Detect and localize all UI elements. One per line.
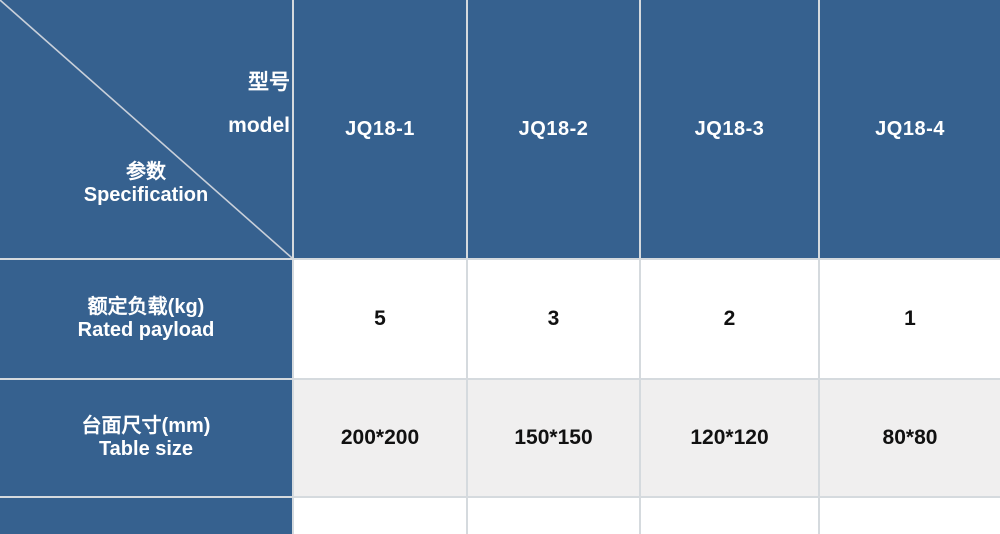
corner-spec-label-zh: 参数: [126, 161, 166, 183]
value-cell-payload-jq18-2: 3: [468, 260, 639, 378]
partial-row-value-cell: [294, 498, 466, 534]
row-label-table-size-zh: 台面尺寸(mm): [81, 415, 211, 437]
row-label-rated-payload: 额定负载(kg) Rated payload: [0, 260, 292, 378]
column-header-jq18-3: JQ18-3: [641, 0, 818, 258]
corner-spec-label-en: Specification: [83, 184, 209, 206]
row-label-rated-payload-zh: 额定负载(kg): [87, 296, 205, 318]
value-cell-payload-jq18-3: 2: [641, 260, 818, 378]
value-cell-size-jq18-1: 200*200: [294, 380, 466, 496]
corner-model-label-zh: 型号: [248, 71, 290, 94]
corner-model-labels: 型号 model: [228, 72, 290, 137]
corner-header-cell: 型号 model 参数 Specification: [0, 0, 292, 258]
partial-row-label-cell: [0, 498, 292, 534]
partial-row-value-cell: [820, 498, 1000, 534]
value-cell-size-jq18-3: 120*120: [641, 380, 818, 496]
partial-row-value-cell: [468, 498, 639, 534]
value-cell-size-jq18-2: 150*150: [468, 380, 639, 496]
row-label-rated-payload-en: Rated payload: [77, 319, 215, 341]
column-header-jq18-1: JQ18-1: [294, 0, 466, 258]
corner-model-label-en: model: [228, 114, 290, 137]
value-cell-payload-jq18-4: 1: [820, 260, 1000, 378]
corner-spec-labels: 参数 Specification: [0, 161, 292, 207]
value-cell-size-jq18-4: 80*80: [820, 380, 1000, 496]
partial-row-value-cell: [641, 498, 818, 534]
diagonal-divider: [0, 0, 292, 258]
row-label-table-size: 台面尺寸(mm) Table size: [0, 380, 292, 496]
column-header-jq18-4: JQ18-4: [820, 0, 1000, 258]
row-label-table-size-en: Table size: [98, 438, 194, 460]
value-cell-payload-jq18-1: 5: [294, 260, 466, 378]
column-header-jq18-2: JQ18-2: [468, 0, 639, 258]
